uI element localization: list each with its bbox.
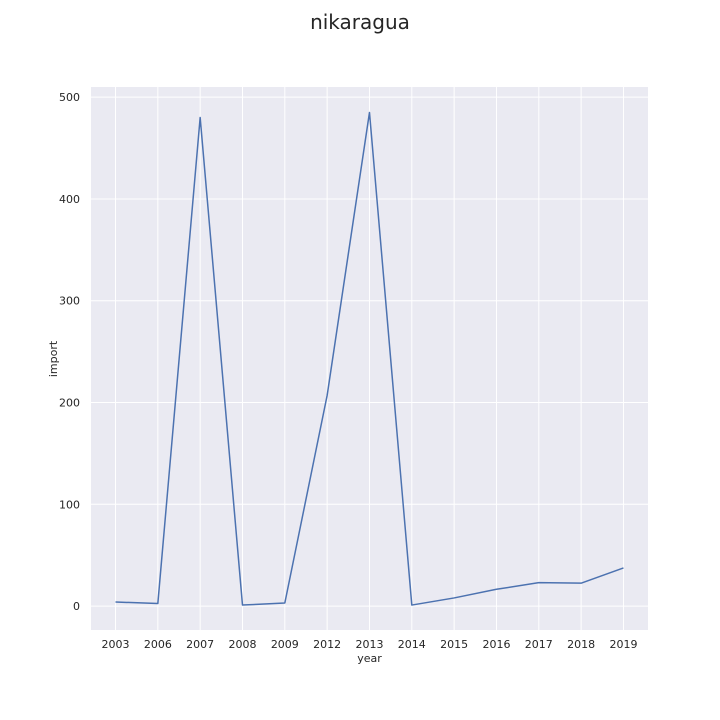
x-tick-label: 2008 (228, 638, 256, 651)
series-line (115, 111, 624, 606)
x-tick-label: 2019 (609, 638, 637, 651)
y-axis-label: import (47, 340, 60, 377)
x-tick-label: 2013 (355, 638, 383, 651)
y-tick-labels: 0 100 200 300 400 500 (59, 91, 80, 613)
y-tick-label: 400 (59, 193, 80, 206)
y-tick-label: 200 (59, 397, 80, 410)
y-tick-label: 500 (59, 91, 80, 104)
chart-title: nikaragua (310, 10, 410, 34)
x-axis-label: year (357, 652, 382, 665)
x-tick-label: 2012 (313, 638, 341, 651)
x-tick-labels: 2003 2006 2007 2008 2009 2012 2013 2014 2015 2016… (102, 638, 638, 651)
y-tick-label: 0 (73, 600, 80, 613)
x-tick-label: 2018 (567, 638, 595, 651)
grid-lines (91, 87, 648, 630)
x-tick-label: 2003 (102, 638, 130, 651)
x-tick-label: 2009 (271, 638, 299, 651)
y-tick-label: 100 (59, 498, 80, 511)
x-tick-label: 2006 (144, 638, 172, 651)
x-tick-label: 2007 (186, 638, 214, 651)
y-tick-label: 300 (59, 295, 80, 308)
x-tick-label: 2015 (440, 638, 468, 651)
x-tick-label: 2017 (525, 638, 553, 651)
x-tick-label: 2016 (482, 638, 510, 651)
x-tick-label: 2014 (398, 638, 426, 651)
